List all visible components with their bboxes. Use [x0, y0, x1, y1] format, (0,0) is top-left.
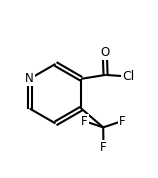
Text: F: F [100, 141, 107, 154]
Text: F: F [81, 115, 88, 128]
Text: O: O [100, 46, 109, 59]
Text: F: F [119, 115, 125, 128]
Text: Cl: Cl [122, 70, 134, 83]
Text: N: N [25, 72, 34, 85]
